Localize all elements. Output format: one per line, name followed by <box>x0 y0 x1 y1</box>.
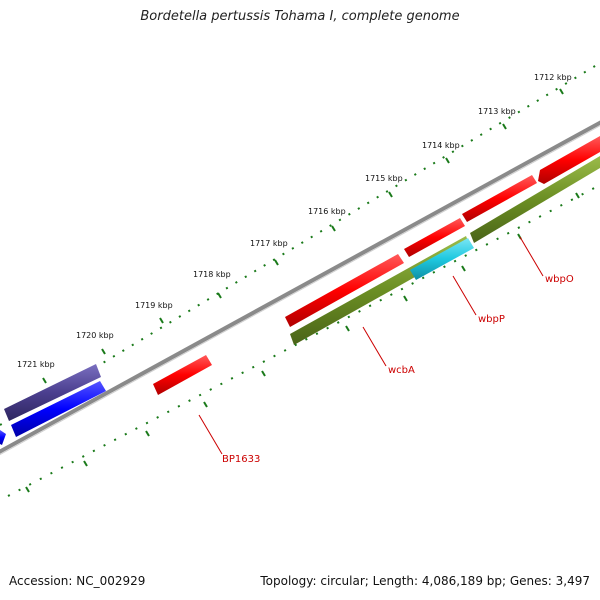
scale-labels: 1712 kbp 1713 kbp 1714 kbp 1715 kbp 1716… <box>17 73 572 369</box>
tick-label-1715: 1715 kbp <box>365 174 403 183</box>
gene-arrow-forward[interactable] <box>462 175 537 222</box>
gene-label-wbpO[interactable]: wbpO <box>545 274 574 285</box>
genome-summary-text: Topology: circular; Length: 4,086,189 bp… <box>260 574 590 588</box>
tick-label-1718: 1718 kbp <box>193 270 231 279</box>
tick-label-1717: 1717 kbp <box>250 239 288 248</box>
map-title: Bordetella pertussis Tohama I, complete … <box>140 9 460 24</box>
tick-label-1716: 1716 kbp <box>308 207 346 216</box>
gene-arrow-wbpO[interactable] <box>470 156 600 243</box>
reverse-cds-features <box>290 156 600 345</box>
genome-backbone <box>0 120 600 456</box>
inner-ticks <box>25 192 580 493</box>
gene-arrow-forward[interactable] <box>285 254 404 327</box>
tick-label-1712: 1712 kbp <box>534 73 572 82</box>
gene-labels: wbpO wbpP wcbA BP1633 <box>222 274 574 465</box>
tick-label-1720: 1720 kbp <box>76 331 114 340</box>
label-leaders <box>198 236 544 455</box>
feature-blue-partial[interactable] <box>0 430 6 445</box>
feature-purple[interactable] <box>4 364 101 421</box>
gene-arrow-wbpP[interactable] <box>410 238 474 280</box>
gene-arrow-BP1633[interactable] <box>153 355 212 395</box>
major-ticks <box>42 88 564 384</box>
gene-arrow-forward[interactable] <box>404 218 465 257</box>
gene-label-BP1633[interactable]: BP1633 <box>222 454 260 465</box>
tick-label-1721: 1721 kbp <box>17 360 55 369</box>
feature-blue[interactable] <box>11 381 106 437</box>
left-features <box>0 364 106 445</box>
gene-label-wbpP[interactable]: wbpP <box>478 314 505 325</box>
outer-scale-ring <box>0 62 600 426</box>
tick-label-1713: 1713 kbp <box>478 107 516 116</box>
accession-text: Accession: NC_002929 <box>9 574 146 588</box>
forward-cds-features <box>153 136 600 395</box>
tick-label-1719: 1719 kbp <box>135 301 173 310</box>
inner-scale-ring <box>7 184 600 497</box>
gene-label-wcbA[interactable]: wcbA <box>388 365 415 376</box>
tick-label-1714: 1714 kbp <box>422 141 460 150</box>
gene-arrow-forward[interactable] <box>538 136 600 184</box>
